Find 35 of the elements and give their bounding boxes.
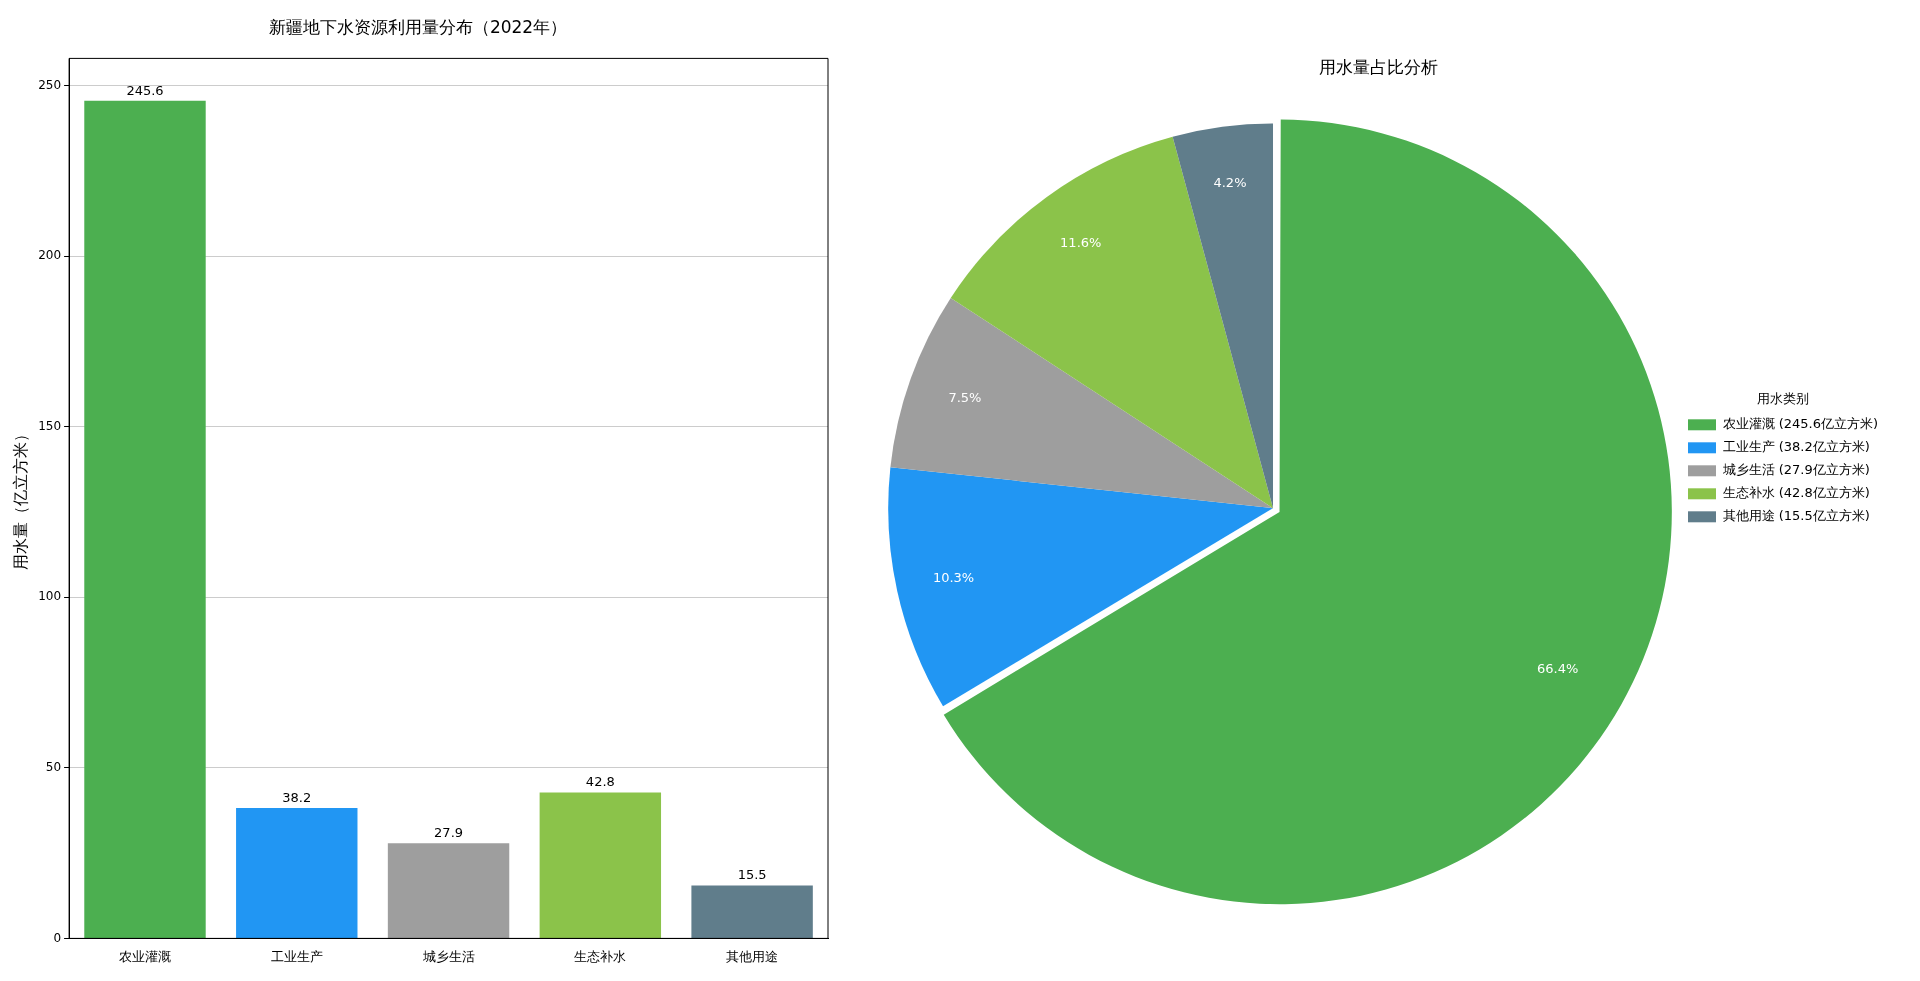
data-label: 245.6 bbox=[126, 82, 164, 98]
legend-label: 农业灌溉 (245.6亿立方米) bbox=[1722, 416, 1879, 432]
data-label: 27.9 bbox=[434, 825, 464, 841]
legend-label: 其他用途 (15.5亿立方米) bbox=[1722, 508, 1870, 524]
x-tick-label: 农业灌溉 bbox=[118, 948, 171, 964]
bar bbox=[539, 792, 662, 938]
y-tick-label: 200 bbox=[38, 248, 62, 263]
x-tick-label: 其他用途 bbox=[726, 948, 779, 964]
chart-title: 新疆地下水资源利用量分布（2022年） bbox=[268, 16, 568, 37]
data-label: 7.5% bbox=[948, 389, 982, 405]
y-axis-title: 用水量（亿立方米） bbox=[10, 426, 30, 571]
data-label: 38.2 bbox=[282, 789, 312, 805]
legend-label: 生态补水 (42.8亿立方米) bbox=[1722, 485, 1870, 501]
bar bbox=[84, 100, 206, 938]
data-label: 42.8 bbox=[585, 774, 615, 790]
bar bbox=[691, 885, 813, 938]
x-tick-label: 生态补水 bbox=[574, 948, 627, 964]
bar bbox=[387, 843, 510, 938]
y-tick-label: 100 bbox=[38, 589, 62, 604]
data-label: 4.2% bbox=[1213, 175, 1247, 191]
legend-title: 用水类别 bbox=[1757, 390, 1809, 406]
legend-label: 工业生产 (38.2亿立方米) bbox=[1722, 439, 1870, 455]
data-label: 11.6% bbox=[1060, 234, 1102, 250]
y-tick-label: 50 bbox=[45, 759, 62, 774]
chart-title: 用水量占比分析 bbox=[1318, 56, 1438, 77]
y-tick-label: 250 bbox=[38, 77, 62, 92]
bar bbox=[236, 808, 358, 938]
y-tick-label: 150 bbox=[38, 418, 62, 433]
y-tick-label: 0 bbox=[53, 930, 62, 945]
x-tick-label: 城乡生活 bbox=[421, 948, 475, 964]
data-label: 66.4% bbox=[1536, 660, 1579, 676]
data-label: 15.5 bbox=[737, 867, 767, 883]
x-tick-label: 工业生产 bbox=[270, 948, 323, 964]
legend-label: 城乡生活 (27.9亿立方米) bbox=[1721, 462, 1870, 478]
data-label: 10.3% bbox=[932, 569, 975, 585]
